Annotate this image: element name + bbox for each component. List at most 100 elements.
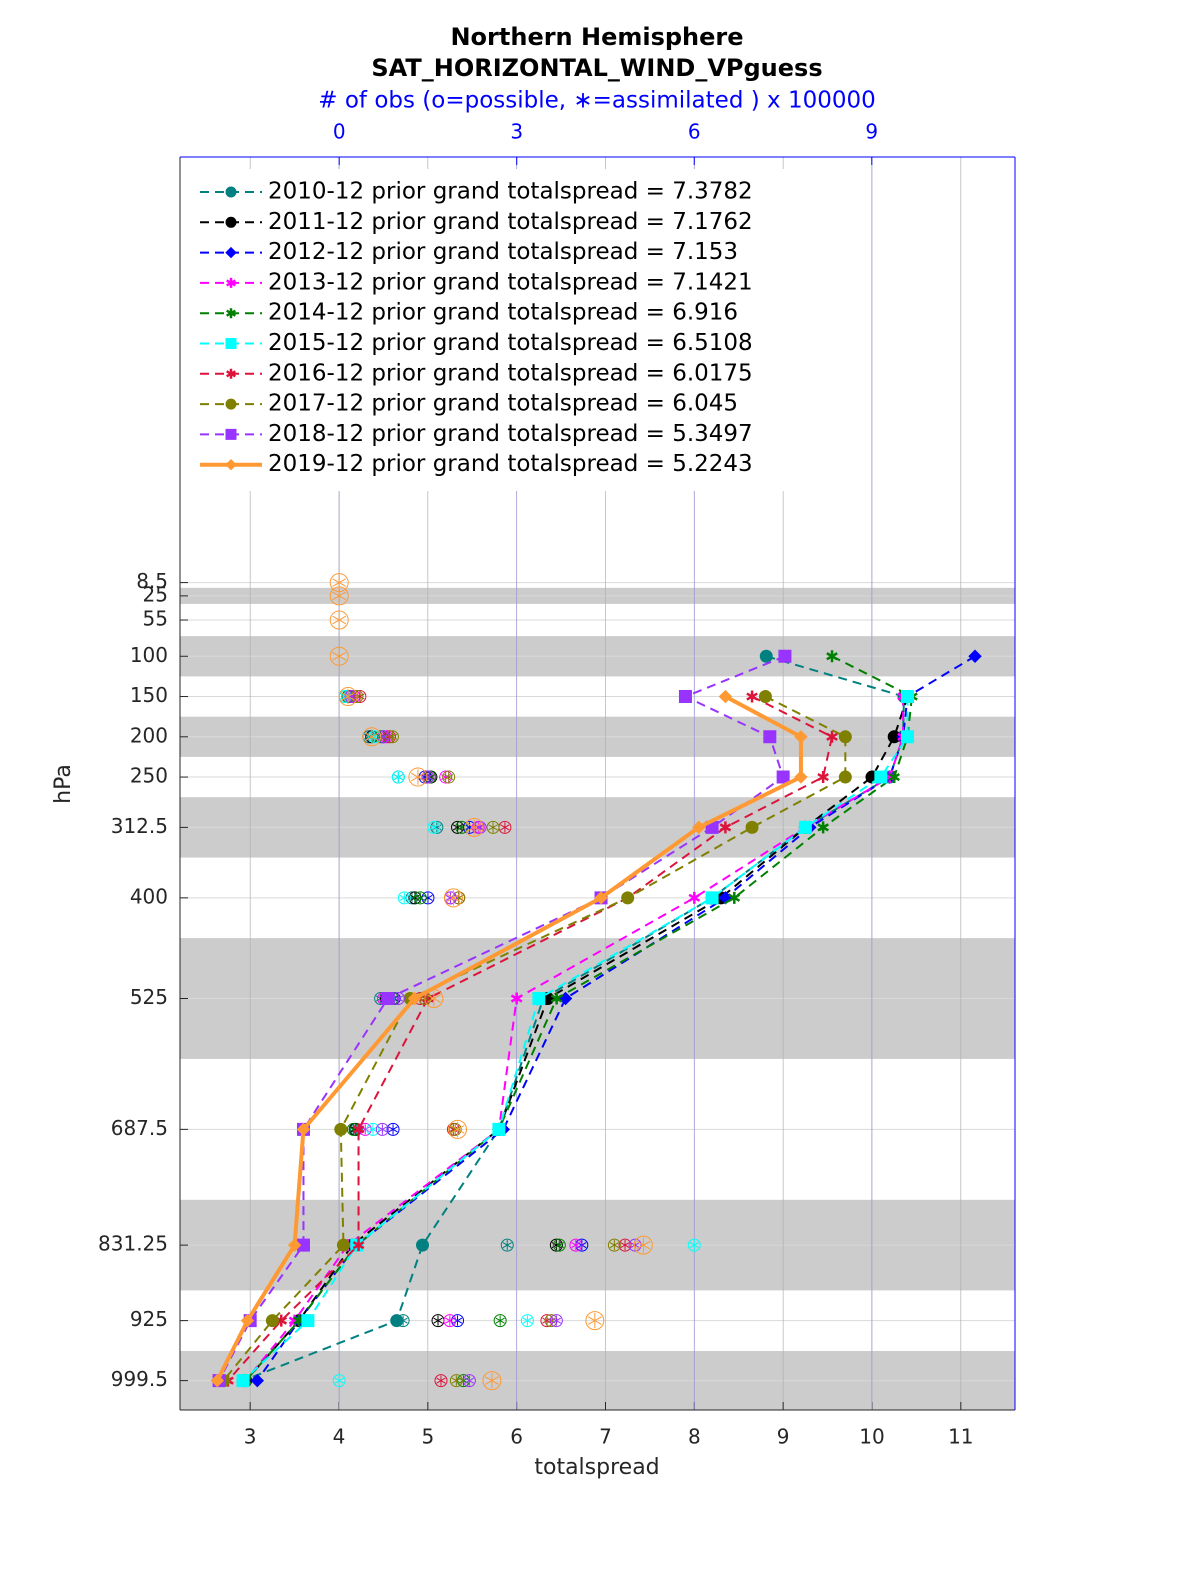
y-tick-label: 925 <box>130 1307 168 1331</box>
obs-marker <box>628 1238 642 1252</box>
obs-marker <box>423 770 437 784</box>
data-point <box>746 690 758 703</box>
data-point <box>210 1373 225 1388</box>
y-tick-label: 687.5 <box>111 1116 168 1140</box>
data-point <box>888 771 901 784</box>
obs-marker <box>449 1374 463 1388</box>
data-point <box>287 1238 302 1252</box>
legend-marker <box>226 277 236 288</box>
obs-marker <box>540 1314 554 1328</box>
obs-marker <box>443 1314 457 1328</box>
data-point <box>901 690 915 704</box>
obs-marker <box>607 1238 621 1252</box>
y-tick-label: 200 <box>130 723 168 747</box>
y-axis-label: hPa <box>51 764 76 804</box>
legend-label: 2011-12 prior grand totalspread = 7.1762 <box>268 209 753 235</box>
obs-marker <box>405 891 419 905</box>
data-point <box>826 730 838 743</box>
obs-marker <box>353 690 367 704</box>
data-point <box>265 1314 279 1328</box>
obs-marker <box>448 1122 462 1136</box>
legend-label: 2012-12 prior grand totalspread = 7.153 <box>268 239 738 265</box>
data-point <box>301 1314 315 1328</box>
y-tick-label: 250 <box>130 764 168 788</box>
data-point <box>236 1374 250 1388</box>
x-tick-label: 4 <box>333 1425 346 1449</box>
data-point <box>794 730 808 744</box>
x-tick-label: 5 <box>421 1425 434 1449</box>
obs-marker <box>386 1122 400 1136</box>
data-point <box>352 1123 365 1136</box>
legend-marker <box>225 398 237 410</box>
legend-box <box>186 169 806 491</box>
data-point <box>798 820 812 834</box>
obs-marker <box>434 1374 448 1388</box>
legend-marker <box>225 246 237 259</box>
data-point <box>296 1122 311 1137</box>
legend-label: 2017-12 prior grand totalspread = 6.045 <box>268 391 738 417</box>
obs-marker <box>452 891 466 905</box>
data-point <box>968 649 982 663</box>
data-point <box>776 770 790 784</box>
obs-marker <box>338 687 358 707</box>
obs-marker <box>552 1238 566 1252</box>
data-point <box>416 1238 430 1252</box>
obs-marker <box>687 1238 701 1252</box>
x-tick-label: 11 <box>948 1425 973 1449</box>
obs-marker <box>443 888 463 908</box>
data-point <box>745 820 759 834</box>
series-line <box>244 655 914 1382</box>
x-tick-label: 7 <box>599 1425 612 1449</box>
obs-marker <box>482 1371 502 1391</box>
legend-marker <box>225 458 237 471</box>
data-point <box>763 730 777 744</box>
data-point <box>901 730 915 744</box>
legend-marker <box>226 368 236 379</box>
data-point <box>621 891 635 905</box>
x-tick-label: 9 <box>777 1425 790 1449</box>
data-point <box>492 1122 506 1136</box>
series-line <box>227 695 834 1382</box>
legend-marker <box>226 308 236 319</box>
obs-marker <box>408 767 428 787</box>
obs-marker <box>329 573 349 593</box>
obs-marker <box>618 1238 632 1252</box>
y-tick-label: 150 <box>130 683 168 707</box>
obs-marker <box>377 730 391 744</box>
data-point <box>678 690 692 704</box>
obs-marker <box>348 1122 362 1136</box>
obs-marker <box>462 820 476 834</box>
data-point <box>293 1314 305 1327</box>
legend-marker <box>225 216 237 228</box>
x-tick-label: 8 <box>688 1425 701 1449</box>
obs-marker <box>424 989 444 1009</box>
obs-marker <box>569 1238 583 1252</box>
obs-marker <box>493 1314 507 1328</box>
obs-marker <box>329 586 349 606</box>
obs-marker <box>391 770 405 784</box>
data-point <box>352 1239 365 1252</box>
legend-label: 2010-12 prior grand totalspread = 7.3782 <box>268 179 753 205</box>
obs-marker <box>362 727 382 747</box>
obs-marker <box>455 820 469 834</box>
obs-marker <box>471 820 485 834</box>
x-tick-label: 3 <box>244 1425 257 1449</box>
obs-marker <box>329 610 349 630</box>
chart-title: Northern Hemisphere <box>450 23 743 51</box>
data-point <box>874 770 888 784</box>
obs-marker <box>464 817 484 837</box>
data-point <box>692 820 706 835</box>
obs-marker <box>421 891 435 905</box>
legend-marker <box>225 186 237 198</box>
series-line <box>222 695 847 1382</box>
obs-marker <box>413 891 427 905</box>
x-tick-label: 6 <box>510 1425 523 1449</box>
obs-marker <box>448 1119 468 1139</box>
obs-marker <box>427 820 441 834</box>
data-point <box>728 891 741 904</box>
obs-marker <box>549 1314 563 1328</box>
y-tick-label: 831.25 <box>98 1232 168 1256</box>
obs-marker <box>451 1314 465 1328</box>
data-point <box>759 649 773 663</box>
